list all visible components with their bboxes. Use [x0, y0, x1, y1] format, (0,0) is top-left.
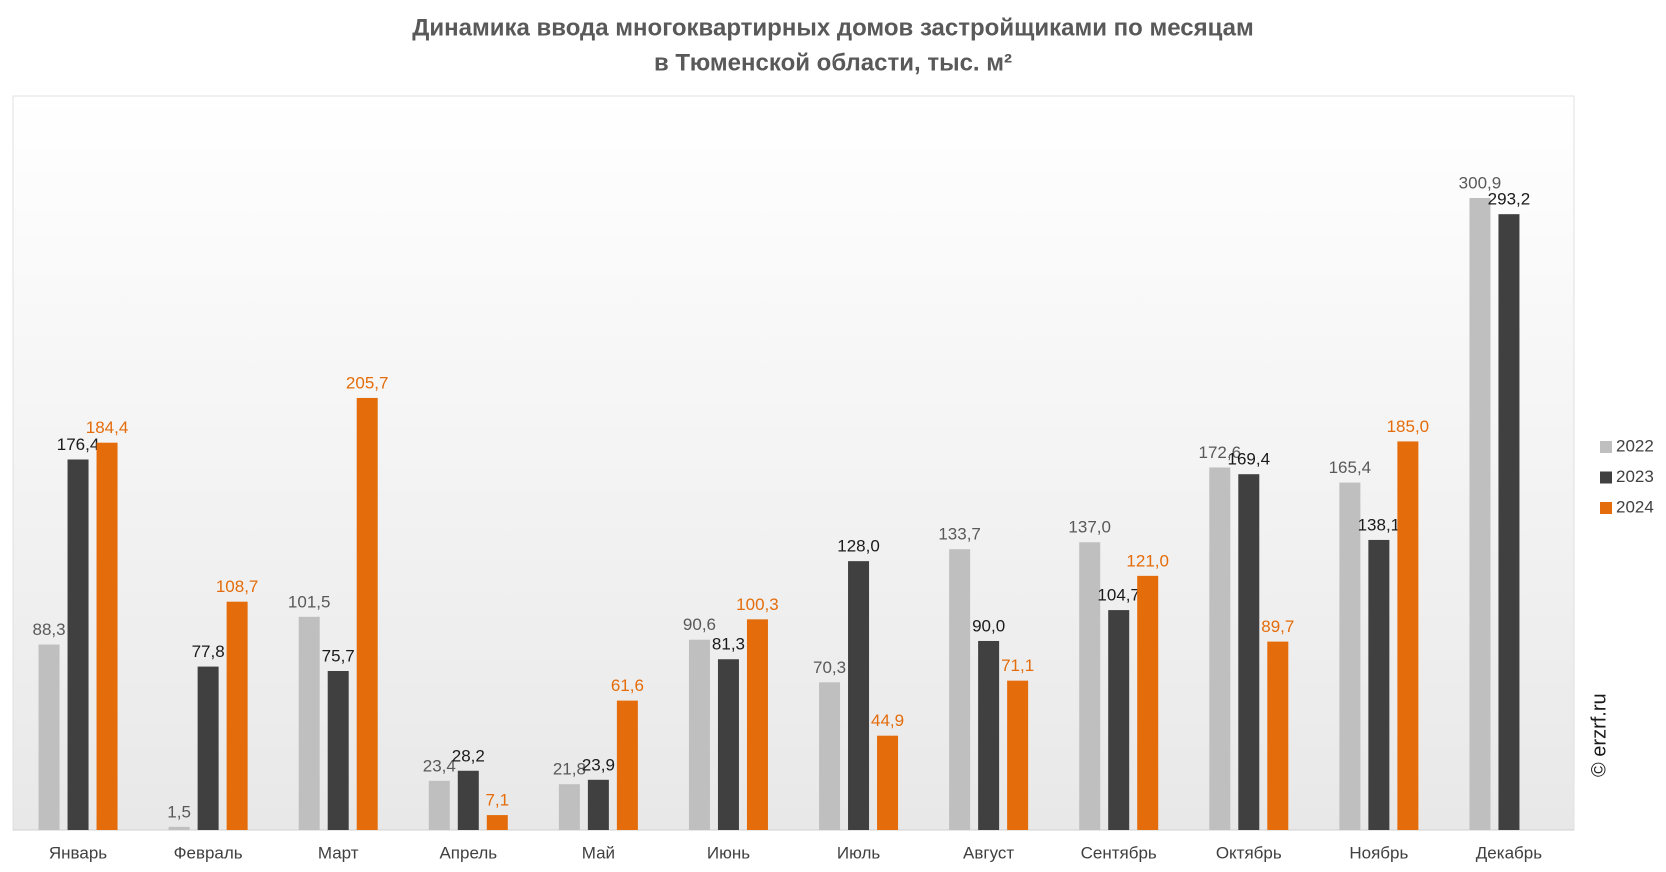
value-label: 44,9 [871, 711, 904, 730]
value-label: 100,3 [736, 595, 779, 614]
value-label: 28,2 [452, 746, 485, 765]
bar [327, 671, 349, 830]
bar [949, 549, 971, 830]
bar [978, 640, 1000, 830]
bar [457, 770, 479, 830]
x-tick-label: Июль [837, 843, 881, 862]
value-label: 89,7 [1261, 617, 1294, 636]
value-label: 23,9 [582, 755, 615, 774]
x-tick-label: Апрель [439, 843, 497, 862]
x-tick-label: Ноябрь [1349, 843, 1408, 862]
bar [558, 784, 580, 830]
value-label: 104,7 [1097, 586, 1140, 605]
bar [1079, 542, 1101, 830]
x-tick-label: Декабрь [1476, 843, 1542, 862]
bar [1007, 680, 1029, 830]
bar [1368, 539, 1390, 830]
value-label: 138,1 [1358, 515, 1401, 534]
x-tick-label: Август [963, 843, 1014, 862]
bar [1238, 474, 1260, 830]
bar [96, 442, 118, 830]
legend-label: 2022 [1616, 436, 1654, 455]
bar [746, 619, 768, 830]
bar [1469, 198, 1491, 830]
value-label: 205,7 [346, 373, 389, 392]
bar [486, 815, 508, 830]
value-label: 77,8 [192, 642, 225, 661]
legend-label: 2024 [1616, 497, 1654, 516]
value-label: 75,7 [322, 646, 355, 665]
value-label: 176,4 [57, 435, 100, 454]
value-label: 169,4 [1228, 450, 1271, 469]
value-label: 70,3 [813, 658, 846, 677]
legend-label: 2023 [1616, 467, 1654, 486]
value-label: 300,9 [1459, 173, 1502, 192]
bar [819, 682, 841, 830]
chart-title: в Тюменской области, тыс. м² [654, 49, 1012, 76]
value-label: 81,3 [712, 635, 745, 654]
value-label: 108,7 [216, 577, 259, 596]
legend-swatch [1600, 441, 1612, 453]
x-tick-label: Октябрь [1216, 843, 1282, 862]
value-label: 133,7 [938, 525, 981, 544]
value-label: 121,0 [1126, 551, 1169, 570]
x-tick-label: Сентябрь [1081, 843, 1157, 862]
bar [1137, 575, 1159, 830]
x-tick-label: Май [582, 843, 615, 862]
bar [877, 735, 899, 830]
bar [1498, 214, 1520, 830]
bar [356, 397, 378, 830]
bar [616, 700, 638, 830]
bar [168, 826, 190, 830]
value-label: 90,6 [683, 615, 716, 634]
value-label: 101,5 [288, 592, 331, 611]
value-label: 137,0 [1068, 518, 1111, 537]
legend-swatch [1600, 502, 1612, 514]
plot-area [12, 95, 1575, 831]
x-tick-label: Февраль [174, 843, 243, 862]
value-label: 7,1 [485, 791, 509, 810]
watermark: © erzrf.ru [1588, 693, 1610, 777]
bar [428, 780, 450, 830]
bar [67, 459, 89, 830]
value-label: 61,6 [611, 676, 644, 695]
x-tick-label: Март [318, 843, 359, 862]
value-label: 90,0 [972, 616, 1005, 635]
x-tick-label: Январь [49, 843, 107, 862]
value-label: 293,2 [1488, 190, 1531, 209]
value-label: 71,1 [1001, 656, 1034, 675]
bar [1267, 641, 1289, 830]
bar [587, 779, 609, 830]
bar [1339, 482, 1361, 830]
value-label: 184,4 [86, 418, 129, 437]
bar [688, 639, 710, 830]
legend-swatch [1600, 471, 1612, 484]
bar [298, 616, 320, 830]
chart-title: Динамика ввода многоквартирных домов зас… [412, 14, 1253, 41]
value-label: 1,5 [167, 802, 191, 821]
value-label: 185,0 [1387, 417, 1430, 436]
value-label: 88,3 [32, 620, 65, 639]
bar [1209, 467, 1231, 830]
value-label: 165,4 [1329, 458, 1372, 477]
bar [197, 666, 219, 830]
bar [717, 659, 739, 830]
value-label: 23,4 [423, 756, 456, 775]
bar [226, 601, 248, 830]
bar [1108, 610, 1130, 830]
bar [38, 644, 60, 830]
value-label: 128,0 [837, 537, 880, 556]
value-label: 21,8 [553, 760, 586, 779]
value-label: 172,6 [1199, 443, 1242, 462]
bar [848, 561, 870, 830]
bar [1397, 441, 1419, 830]
x-tick-label: Июнь [707, 843, 750, 862]
